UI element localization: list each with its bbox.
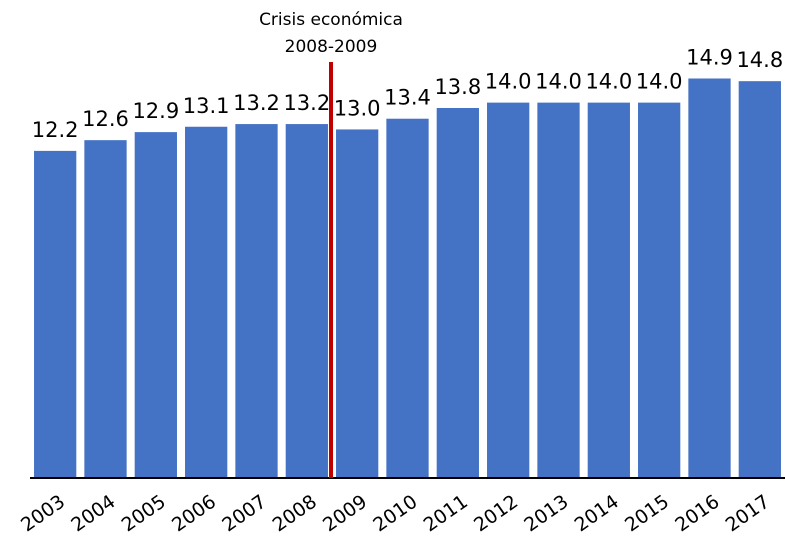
- value-label: 14.0: [636, 70, 683, 94]
- value-label: 13.2: [283, 91, 330, 115]
- annotation-text: Crisis económica: [259, 10, 403, 30]
- x-tick-label: 2004: [67, 491, 119, 537]
- value-label: 14.0: [585, 70, 632, 94]
- bar: [185, 126, 228, 478]
- x-tick-label: 2007: [218, 491, 270, 537]
- x-tick-label: 2017: [722, 491, 774, 537]
- x-tick-label: 2006: [168, 491, 220, 537]
- bar: [235, 124, 278, 478]
- bar: [436, 107, 479, 479]
- value-label: 12.2: [32, 118, 79, 142]
- bar: [386, 118, 429, 479]
- value-label: 14.0: [485, 70, 532, 94]
- bar: [688, 78, 731, 479]
- x-tick-label: 2014: [571, 491, 623, 537]
- x-tick-label: 2016: [671, 491, 723, 537]
- value-label: 14.0: [535, 70, 582, 94]
- value-label: 13.4: [384, 86, 431, 110]
- x-tick-label: 2013: [520, 491, 572, 537]
- value-label: 14.8: [736, 48, 783, 72]
- bar: [738, 81, 781, 479]
- value-label: 13.8: [434, 75, 481, 99]
- value-label: 13.0: [334, 96, 381, 120]
- x-tick-label: 2003: [17, 491, 69, 537]
- value-label: 13.2: [233, 91, 280, 115]
- bar: [134, 132, 177, 478]
- x-tick-label: 2011: [420, 491, 472, 537]
- bar: [336, 129, 379, 478]
- value-label: 12.6: [82, 107, 129, 131]
- value-label: 12.9: [132, 99, 179, 123]
- x-tick-label: 2010: [369, 491, 421, 537]
- x-tick-label: 2005: [118, 491, 170, 537]
- value-label: 13.1: [183, 94, 230, 118]
- x-tick-label: 2009: [319, 491, 371, 537]
- bar: [285, 124, 328, 478]
- bar: [487, 102, 530, 478]
- bar: [587, 102, 630, 478]
- bar: [84, 140, 127, 478]
- x-tick-label: 2012: [470, 491, 522, 537]
- bar: [34, 150, 77, 478]
- annotation-text: 2008-2009: [285, 37, 378, 57]
- x-tick-label: 2008: [269, 491, 321, 537]
- x-tick-label: 2015: [621, 491, 673, 537]
- bar: [537, 102, 580, 478]
- bar: [638, 102, 681, 478]
- value-label: 14.9: [686, 45, 733, 69]
